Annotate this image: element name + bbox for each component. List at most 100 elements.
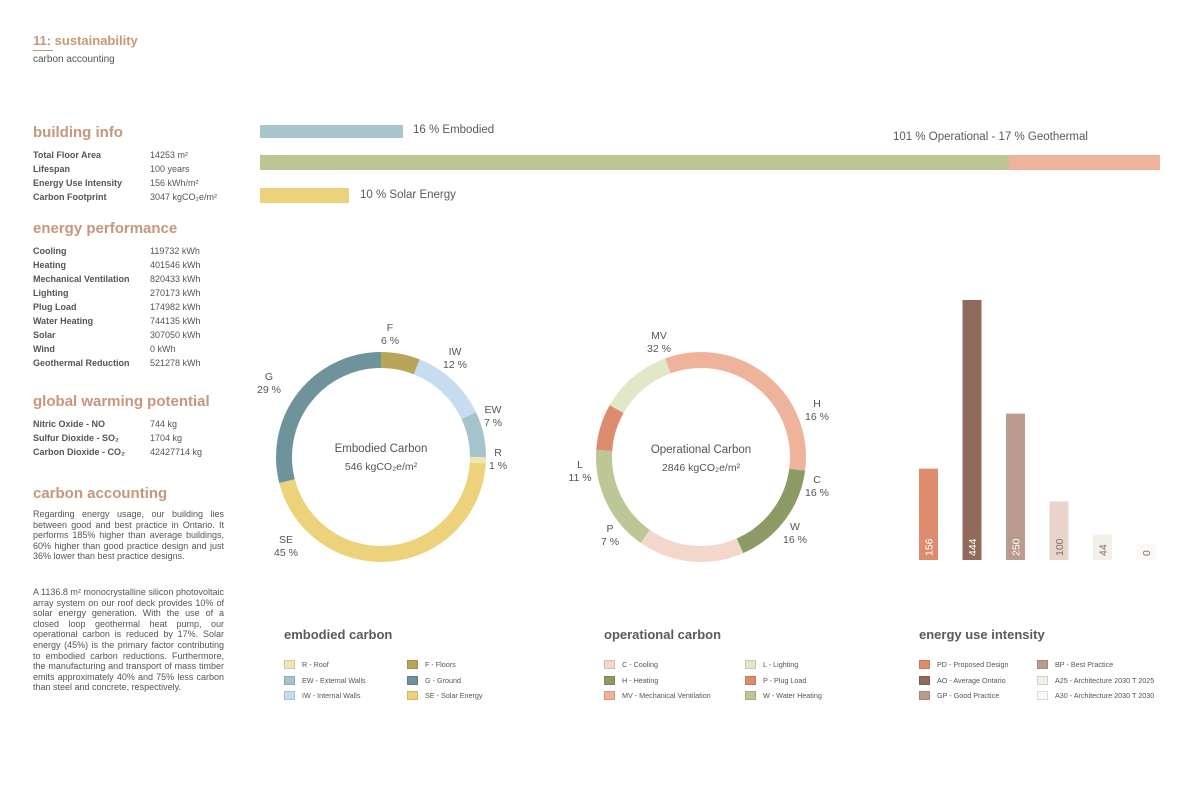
legend-swatch [604,691,615,700]
carbon-accounting-paragraph-1: Regarding energy usage, our building lie… [33,509,224,562]
solar-bar [260,188,350,203]
energy-label: Solar [33,330,56,340]
legend-item: BP - Best Practice [1037,660,1113,669]
eui-value-label-ao: 444 [967,538,979,556]
legend-label: SE - Solar Energy [425,691,483,700]
slice-pct-mv: 32 % [647,343,671,355]
legend-swatch [1037,691,1048,700]
legend-swatch [284,660,295,669]
donut-value: 546 kgCO₂e/m² [345,461,418,473]
legend-swatch [604,675,615,685]
legend-item: W - Water Heating [745,691,822,700]
slice-pct-r: 1 % [489,460,507,472]
carbon-accounting-paragraph-2: A 1136.8 m² monocrystalline silicon phot… [33,587,224,693]
operational-bar-label: 101 % Operational - 17 % Geothermal [893,131,1088,143]
donut-slice-h [736,468,806,554]
donut-title: Operational Carbon [651,444,751,456]
energy-value: 820433 kWh [150,274,201,284]
global-warming-list: Nitric Oxide - NO 744 kg Sulfur Dioxide -… [33,417,202,459]
carbon-accounting-title: carbon accounting [33,485,168,502]
eui-value-label-gp: 250 [1011,538,1023,556]
donut-slice-l [609,358,671,414]
energy-row: Wind 0 kWh [33,342,201,356]
legend-label: IW - Internal Walls [302,691,361,700]
energy-value: 307050 kWh [150,330,201,340]
legend-label: MV - Mechanical Ventilation [622,691,711,700]
legend-swatch [284,675,295,685]
donut-slice-ew [461,412,486,458]
legend-item: R - Roof [284,660,329,669]
slice-label-c: C [813,474,821,486]
slice-label-l: L [577,459,583,471]
donut-slice-mv [665,352,806,471]
energy-label: Geothermal Reduction [33,358,130,368]
section-number: 11: sustainability [33,33,138,48]
legend-item: P - Plug Load [745,675,806,685]
legend-label: PD - Proposed Design [937,660,1009,669]
embodied-bar-label: 16 % Embodied [413,124,495,136]
slice-label-g: G [265,371,273,383]
legend-label: W - Water Heating [763,691,822,700]
eui-bar-gp [1006,413,1025,560]
energy-value: 174982 kWh [150,302,201,312]
operational-bar [260,155,1009,170]
energy-value: 744135 kWh [150,316,201,326]
slice-label-ew: EW [485,404,502,416]
gwp-value: 42427714 kg [150,447,203,457]
legend-item: H - Heating [604,675,658,685]
building-info-row: Energy Use Intensity 156 kWh/m² [33,176,217,190]
legend-item: IW - Internal Walls [284,691,360,700]
legend-swatch [745,660,756,669]
legend-item: L - Lighting [745,660,798,669]
gwp-label: Nitric Oxide - NO [33,419,106,429]
section-subtitle: carbon accounting [33,54,115,65]
energy-row: Mechanical Ventilation 820433 kWh [33,272,201,286]
energy-value: 119732 kWh [150,246,200,256]
legend-swatch [604,660,615,669]
building-info-row: Carbon Footprint 3047 kgCO₂e/m² [33,190,217,204]
info-value: 14253 m² [150,150,189,160]
building-info-row: Total Floor Area 14253 m² [33,148,217,162]
legend-label: A30 - Architecture 2030 T 2030 [1055,691,1155,700]
legend-item: MV - Mechanical Ventilation [604,691,711,700]
global-warming-title: global warming potential [33,393,210,410]
legend-swatch [745,675,756,685]
legend-swatch [919,660,930,669]
eui-value-label-a25: 44 [1098,544,1110,556]
eui-bar-a25 [1093,534,1112,560]
legend-label: EW - External Walls [302,675,366,685]
building-info-list: Total Floor Area 14253 m² Lifespan 100 yea… [33,148,217,204]
slice-label-f: F [387,322,393,334]
legend-label: BP - Best Practice [1055,660,1114,669]
legend-swatch [1037,675,1048,685]
donut-title: Embodied Carbon [335,443,428,455]
energy-label: Cooling [33,246,67,256]
legend-swatch [745,691,756,700]
slice-label-mv: MV [651,330,667,342]
legend-item: EW - External Walls [284,675,366,685]
slice-pct-c: 16 % [805,487,829,499]
legend-swatch [407,675,418,685]
slice-pct-l: 11 % [568,472,591,484]
gwp-row: Sulfur Dioxide - SO₂ 1704 kg [33,431,202,445]
info-label: Carbon Footprint [33,192,107,202]
eui-value-label-bp: 100 [1054,538,1066,556]
info-label: Lifespan [33,164,71,174]
building-info-row: Lifespan 100 years [33,162,217,176]
geothermal-bar [1008,155,1160,170]
donut-value: 2846 kgCO₂e/m² [662,462,741,474]
donut-slice-g [276,352,382,484]
eui-bar-pd [919,468,938,560]
eui-value-label-a30: 0 [1141,550,1153,556]
energy-label: Heating [33,260,67,270]
donut-slice-iw [413,359,477,420]
slice-pct-se: 45 % [274,547,298,559]
donut-slice-p [596,405,624,452]
donut-slice-se [279,462,486,562]
legend-label: F - Floors [425,660,456,669]
embodied-legend-title: embodied carbon [284,627,393,642]
embodied-bar [260,125,403,138]
eui-bar-ao [962,300,982,560]
